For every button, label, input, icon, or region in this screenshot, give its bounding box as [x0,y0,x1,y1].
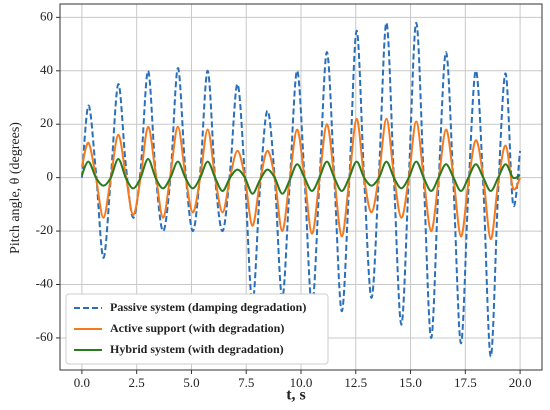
plot-frame [59,3,543,371]
x-tick-label: 12.5 [344,375,367,390]
line-series [80,21,522,358]
line-series [80,157,521,195]
line-series [80,117,521,241]
y-tick-label: 20 [40,115,53,130]
x-tick-label: 5.0 [183,375,199,390]
y-tick-label: -40 [36,275,53,290]
x-tick-label: 2.5 [129,375,145,390]
legend-box [65,293,329,365]
y-tick-label: 0 [47,169,54,184]
x-tick-label: 20.0 [509,375,532,390]
legend-label: Active support (with degradation) [110,321,284,335]
x-tick-label: 0.0 [74,375,90,390]
x-tick-label: 7.5 [238,375,254,390]
x-tick-label: 17.5 [454,375,477,390]
legend-label: Passive system (damping degradation) [110,300,306,314]
y-tick-label: 60 [40,8,53,23]
x-tick-label: 10.0 [290,375,313,390]
x-tick-label: 15.0 [399,375,422,390]
y-axis-label: Pitch angle, θ (degrees) [8,122,23,254]
y-tick-label: -20 [36,222,53,237]
legend-label: Hybrid system (with degradation) [110,342,284,356]
x-axis-label: t, s [286,387,306,404]
y-tick-label: -60 [36,329,53,344]
y-tick-label: 40 [40,62,53,77]
